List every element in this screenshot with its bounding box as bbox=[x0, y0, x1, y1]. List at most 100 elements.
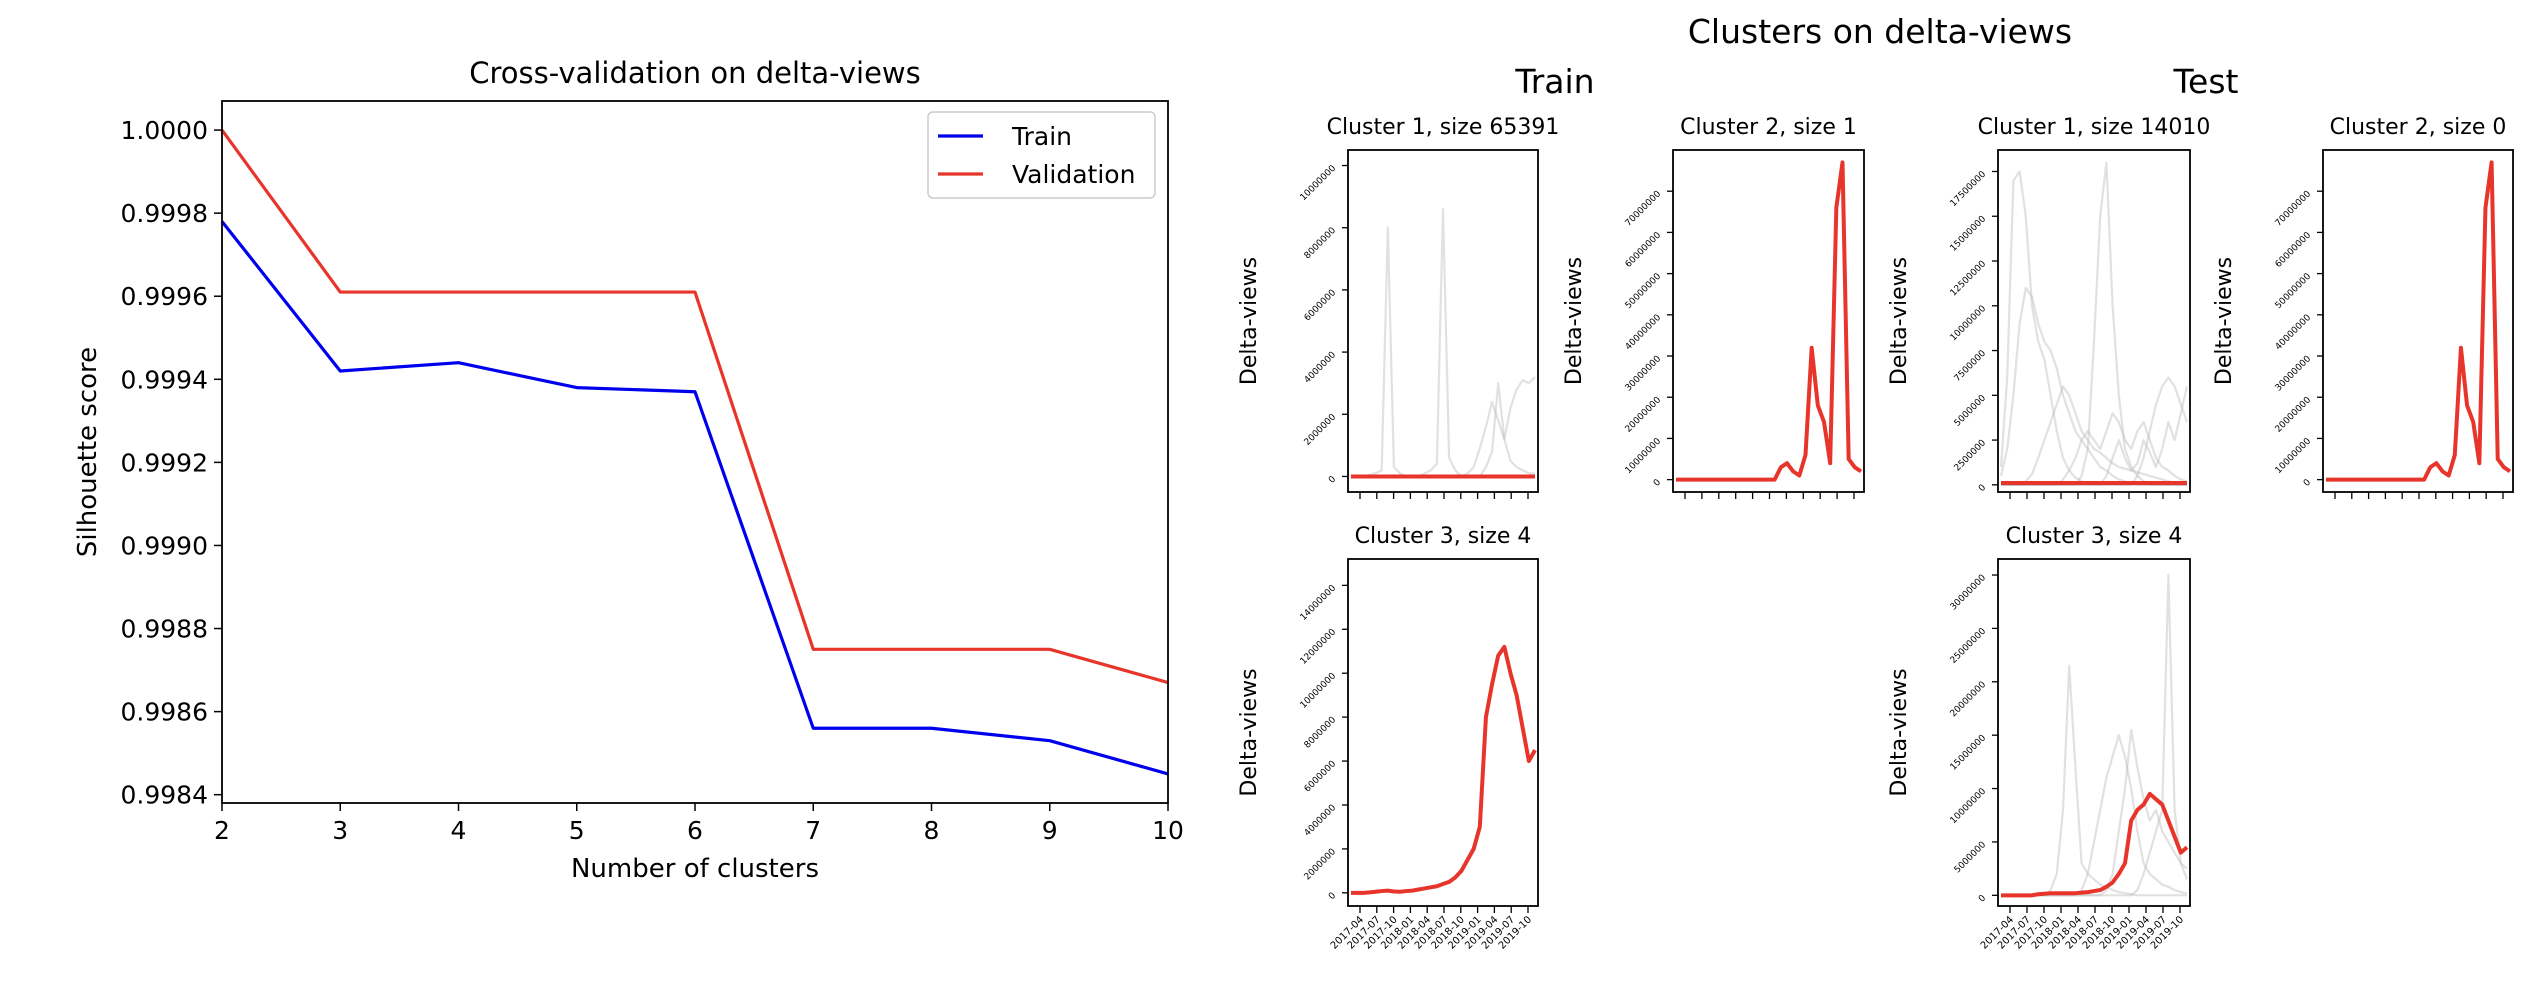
legend-label-train: Train bbox=[1011, 122, 1072, 151]
panel-title: Cluster 1, size 14010 bbox=[1978, 115, 2211, 140]
y-axis-label: Delta-views bbox=[1237, 668, 1262, 796]
member-series-line bbox=[2001, 734, 2188, 897]
y-tick-label: 0.9990 bbox=[121, 531, 208, 560]
x-tick-label: 2 bbox=[214, 816, 230, 845]
cluster-panel-test-1: Cluster 1, size 14010 0 2500000 5000000 7500… bbox=[1887, 115, 2210, 499]
cluster-mean-line bbox=[1676, 160, 1863, 482]
panel-title: Cluster 3, size 4 bbox=[1355, 524, 1532, 549]
panel-frame bbox=[1997, 558, 2191, 907]
x-tick-label: 10 bbox=[1152, 816, 1184, 845]
y-tick-label: 4000000 bbox=[1303, 803, 1339, 839]
y-tick-label: 4000000 bbox=[1303, 350, 1339, 386]
y-tick-label: 0 bbox=[1977, 893, 1988, 904]
cluster-panel-test-3: Cluster 3, size 4 0 5000000 10000000 1500000… bbox=[1887, 524, 2191, 952]
cluster-panel-train-1: Cluster 1, size 65391 0 2000000 4000000 6000… bbox=[1237, 115, 1559, 499]
y-tick-label: 10000000 bbox=[1299, 163, 1339, 203]
silhouette-chart: Cross-validation on delta-views 2 3 4 5 6 7 8 9 1… bbox=[73, 56, 1184, 884]
y-tick-label: 40000000 bbox=[1624, 313, 1664, 353]
x-axis-label: Number of clusters bbox=[571, 854, 819, 884]
y-tick-label: 70000000 bbox=[2274, 189, 2314, 229]
y-tick-label: 2000000 bbox=[1303, 412, 1339, 448]
y-tick-label: 6000000 bbox=[1303, 759, 1339, 795]
y-tick-label: 2000000 bbox=[1303, 847, 1339, 883]
y-tick-label: 40000000 bbox=[2274, 313, 2314, 353]
y-tick-label: 12500000 bbox=[1949, 259, 1989, 299]
y-tick-label: 12000000 bbox=[1299, 627, 1339, 667]
cluster-mean-line bbox=[2326, 160, 2512, 482]
panel-title: Cluster 3, size 4 bbox=[2006, 524, 2183, 549]
member-series-line bbox=[1351, 382, 1535, 478]
y-tick-label: 17500000 bbox=[1949, 169, 1989, 209]
x-tick-label: 3 bbox=[332, 816, 348, 845]
panel-title: Cluster 2, size 0 bbox=[2330, 115, 2507, 140]
y-tick-label: 0 bbox=[1327, 891, 1338, 902]
series-line-validation bbox=[220, 129, 1169, 685]
member-series-line bbox=[2001, 664, 2187, 897]
y-tick-label: 2500000 bbox=[1953, 438, 1989, 474]
y-tick-label: 5000000 bbox=[1953, 840, 1989, 876]
y-tick-label: 8000000 bbox=[1303, 226, 1339, 262]
y-tick-label: 0.9996 bbox=[121, 282, 208, 311]
cluster-panel-train-2: Cluster 2, size 1 0 1000000020000000300000… bbox=[1562, 115, 1865, 499]
y-tick-label: 0 bbox=[1977, 483, 1988, 494]
member-series-line bbox=[2001, 161, 2187, 486]
y-tick-label: 0 bbox=[2302, 478, 2313, 489]
group-title-train: Train bbox=[1514, 62, 1594, 101]
x-tick-label: 6 bbox=[687, 816, 703, 845]
y-tick-label: 0 bbox=[1652, 478, 1663, 489]
y-tick-label: 0 bbox=[1327, 474, 1338, 485]
y-tick-label: 60000000 bbox=[1624, 230, 1664, 270]
cluster-panel-train-3: Cluster 3, size 4 0 2000000 4000000 6000000 8… bbox=[1237, 524, 1539, 952]
panel-frame bbox=[1997, 149, 2191, 493]
member-series-line bbox=[1351, 207, 1535, 478]
y-axis-label: Delta-views bbox=[1237, 257, 1262, 385]
y-axis-label: Delta-views bbox=[1887, 668, 1912, 796]
y-tick-label: 10000000 bbox=[2274, 436, 2314, 476]
y-axis-label: Delta-views bbox=[1562, 257, 1587, 385]
x-tick-label: 7 bbox=[805, 816, 821, 845]
member-series-line bbox=[2001, 728, 2188, 897]
y-tick-label: 7500000 bbox=[1953, 348, 1989, 384]
member-series-line bbox=[2001, 386, 2189, 486]
y-tick-label: 0.9994 bbox=[121, 365, 208, 394]
y-tick-label: 30000000 bbox=[1624, 354, 1664, 394]
panel-title: Cluster 2, size 1 bbox=[1680, 115, 1857, 140]
panel-frame bbox=[1347, 558, 1539, 907]
y-tick-label: 0.9988 bbox=[121, 615, 208, 644]
group-title-test: Test bbox=[2173, 62, 2239, 101]
y-tick-label: 60000000 bbox=[2274, 230, 2314, 270]
y-tick-label: 30000000 bbox=[1949, 573, 1989, 613]
x-tick-label: 5 bbox=[569, 816, 585, 845]
y-tick-label: 15000000 bbox=[1949, 733, 1989, 773]
y-tick-label: 15000000 bbox=[1949, 214, 1989, 254]
cluster-mean-line bbox=[1351, 644, 1537, 895]
plot-frame bbox=[221, 100, 1169, 804]
y-tick-label: 30000000 bbox=[2274, 354, 2314, 394]
y-tick-label: 20000000 bbox=[1624, 395, 1664, 435]
member-series-line bbox=[2001, 376, 2189, 486]
main-title: Clusters on delta-views bbox=[1688, 12, 2072, 51]
y-tick-label: 25000000 bbox=[1949, 626, 1989, 666]
y-tick-label: 0.9986 bbox=[121, 698, 208, 727]
y-axis-label: Delta-views bbox=[1887, 257, 1912, 385]
panel-frame bbox=[1672, 149, 1865, 493]
y-tick-label: 10000000 bbox=[1949, 304, 1989, 344]
y-tick-label: 1.0000 bbox=[121, 116, 208, 145]
series-line-train bbox=[220, 220, 1169, 776]
chart-title: Cross-validation on delta-views bbox=[469, 56, 921, 90]
member-series-line bbox=[1351, 376, 1536, 478]
y-tick-label: 0.9992 bbox=[121, 448, 208, 477]
panel-frame bbox=[2322, 149, 2514, 493]
y-tick-label: 10000000 bbox=[1624, 436, 1664, 476]
y-tick-label: 70000000 bbox=[1624, 189, 1664, 229]
y-tick-label: 14000000 bbox=[1299, 583, 1339, 623]
y-tick-label: 50000000 bbox=[2274, 271, 2314, 311]
cluster-mean-line bbox=[2001, 791, 2189, 898]
y-tick-label: 6000000 bbox=[1303, 288, 1339, 324]
y-axis-label: Silhouette score bbox=[73, 347, 103, 557]
y-tick-label: 50000000 bbox=[1624, 271, 1664, 311]
panel-title: Cluster 1, size 65391 bbox=[1327, 115, 1560, 140]
y-axis-label: Delta-views bbox=[2212, 257, 2237, 385]
x-tick-label: 8 bbox=[924, 816, 940, 845]
